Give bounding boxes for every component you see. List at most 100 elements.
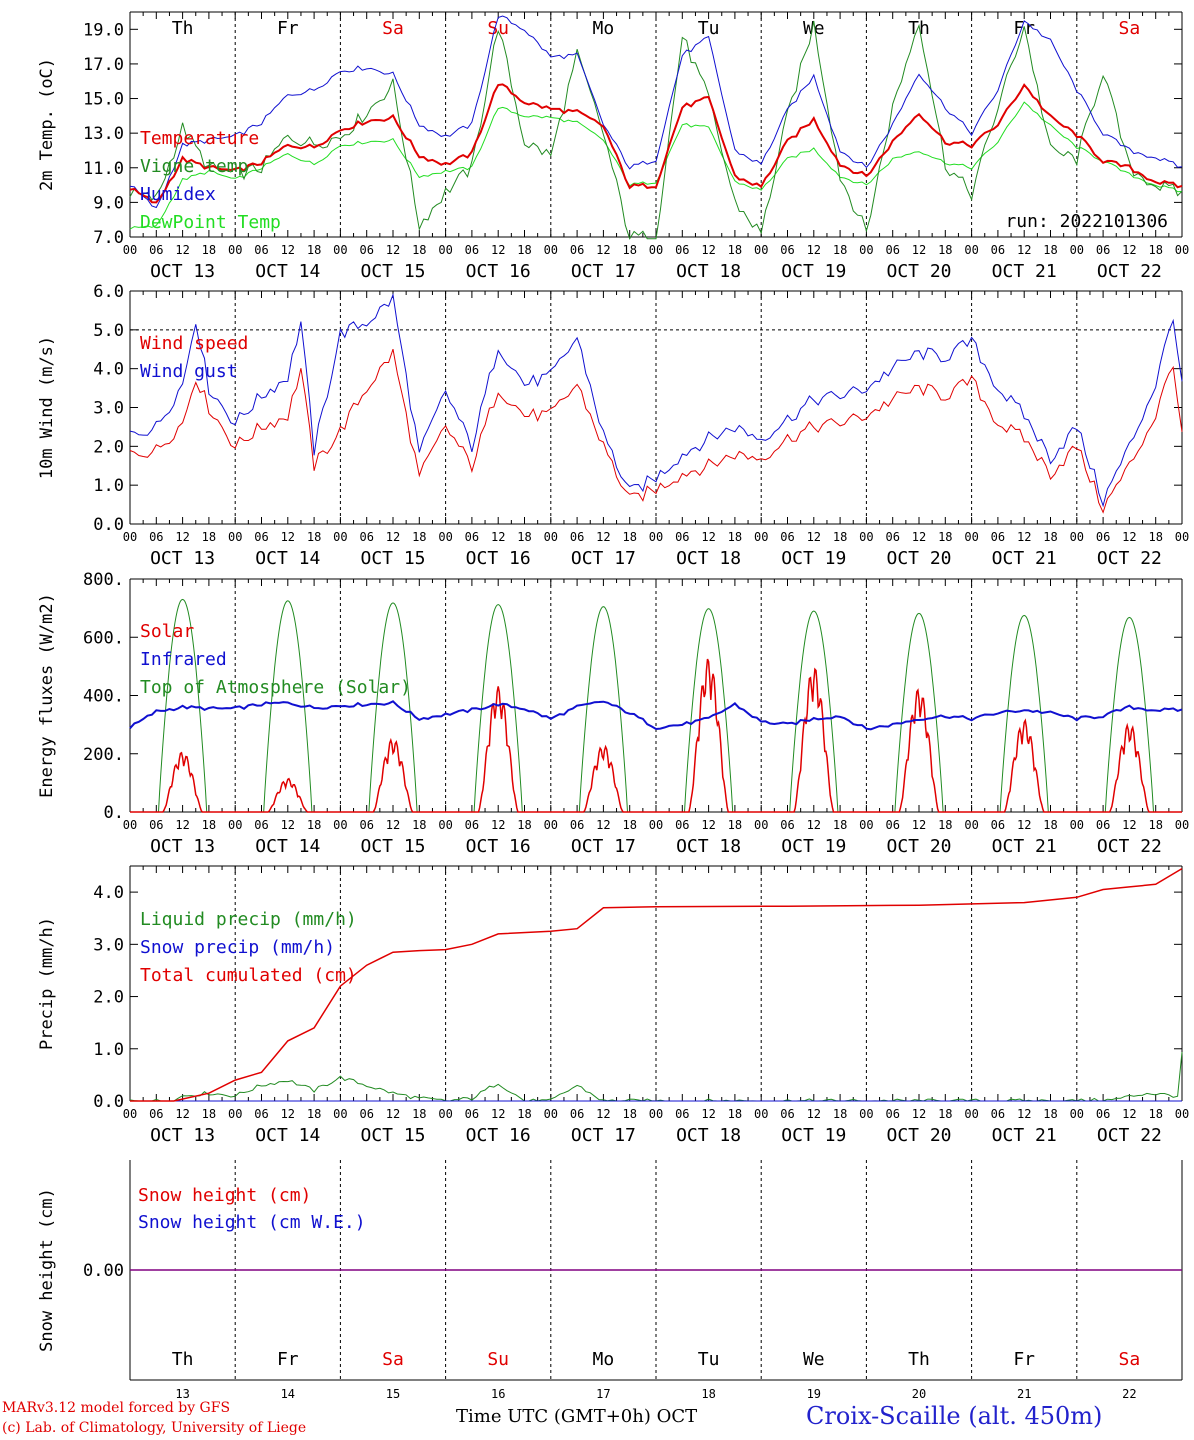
y-tick-label: 17.0 xyxy=(83,55,124,75)
hour-tick-label: 18 xyxy=(412,818,426,832)
hour-tick-label: 06 xyxy=(991,1107,1005,1121)
hour-tick-label: 12 xyxy=(175,530,189,544)
hour-tick-label: 00 xyxy=(649,818,663,832)
hour-tick-label: 06 xyxy=(885,530,899,544)
wind-series-1-line xyxy=(129,292,1183,508)
date-tick-label: OCT 15 xyxy=(360,1125,425,1146)
legend-entry: Top of Atmosphere (Solar) xyxy=(140,677,411,698)
date-tick-label: OCT 15 xyxy=(360,548,425,569)
hour-tick-label: 12 xyxy=(281,530,295,544)
hour-tick-label: 18 xyxy=(833,1107,847,1121)
y-axis-label: 10m Wind (m/s) xyxy=(37,336,57,479)
hour-tick-label: 12 xyxy=(175,1107,189,1121)
wind-series-0-line xyxy=(129,348,1183,514)
date-tick-label: OCT 18 xyxy=(676,261,741,282)
weekday-label: Sa xyxy=(382,1349,404,1370)
hour-tick-label: 18 xyxy=(307,530,321,544)
hour-tick-label: 18 xyxy=(412,243,426,257)
y-tick-label: 13.0 xyxy=(83,124,124,144)
hour-tick-label: 00 xyxy=(649,1107,663,1121)
hour-tick-label: 00 xyxy=(228,818,242,832)
legend-entry: Infrared xyxy=(140,649,227,670)
hour-tick-label: 00 xyxy=(228,1107,242,1121)
legend-entry: Solar xyxy=(140,621,194,642)
y-axis-label: Snow height (cm) xyxy=(37,1188,57,1352)
hour-tick-label: 06 xyxy=(359,243,373,257)
legend-entry: Liquid precip (mm/h) xyxy=(140,909,357,930)
hour-tick-label: 00 xyxy=(123,818,137,832)
legend-entry: Humidex xyxy=(140,184,216,205)
hour-tick-label: 00 xyxy=(438,818,452,832)
hour-tick-label: 00 xyxy=(754,530,768,544)
weekday-label: Tu xyxy=(698,1349,720,1370)
day-number-label: 22 xyxy=(1122,1387,1136,1401)
hour-tick-label: 00 xyxy=(123,243,137,257)
day-number-label: 17 xyxy=(596,1387,610,1401)
hour-tick-label: 12 xyxy=(491,243,505,257)
hour-tick-label: 06 xyxy=(570,818,584,832)
date-tick-label: OCT 22 xyxy=(1097,836,1162,857)
weekday-label: We xyxy=(803,18,825,39)
hour-tick-label: 00 xyxy=(544,243,558,257)
weekday-label: Mo xyxy=(593,1349,615,1370)
hour-tick-label: 18 xyxy=(728,530,742,544)
hour-tick-label: 00 xyxy=(859,530,873,544)
hour-tick-label: 12 xyxy=(175,243,189,257)
hour-tick-label: 06 xyxy=(991,818,1005,832)
date-tick-label: OCT 14 xyxy=(255,836,320,857)
y-tick-label: 2.0 xyxy=(93,437,124,457)
hour-tick-label: 18 xyxy=(307,243,321,257)
hour-tick-label: 00 xyxy=(333,530,347,544)
hour-tick-label: 00 xyxy=(859,1107,873,1121)
copyright-credit: (c) Lab. of Climatology, University of L… xyxy=(2,1420,307,1436)
date-tick-label: OCT 16 xyxy=(466,836,531,857)
date-tick-label: OCT 22 xyxy=(1097,548,1162,569)
hour-tick-label: 00 xyxy=(544,1107,558,1121)
hour-tick-label: 00 xyxy=(333,1107,347,1121)
hour-tick-label: 12 xyxy=(386,530,400,544)
hour-tick-label: 18 xyxy=(1148,1107,1162,1121)
date-tick-label: OCT 16 xyxy=(466,1125,531,1146)
weekday-label: Fr xyxy=(277,18,299,39)
hour-tick-label: 06 xyxy=(675,1107,689,1121)
day-number-label: 15 xyxy=(386,1387,400,1401)
date-tick-label: OCT 19 xyxy=(781,1125,846,1146)
y-tick-label: 4.0 xyxy=(93,360,124,380)
hour-tick-label: 18 xyxy=(938,243,952,257)
legend-entry: Wind gust xyxy=(140,361,238,382)
hour-tick-label: 00 xyxy=(1175,818,1189,832)
hour-tick-label: 00 xyxy=(964,818,978,832)
weekday-label: Su xyxy=(487,1349,509,1370)
date-tick-label: OCT 14 xyxy=(255,548,320,569)
y-tick-label: 2.0 xyxy=(93,988,124,1008)
hour-tick-label: 00 xyxy=(754,1107,768,1121)
series-2-line xyxy=(129,15,1183,209)
hour-tick-label: 00 xyxy=(649,530,663,544)
solar-line xyxy=(130,658,1182,813)
y-tick-label: 15.0 xyxy=(83,90,124,110)
hour-tick-label: 18 xyxy=(938,530,952,544)
date-tick-label: OCT 13 xyxy=(150,261,215,282)
hour-tick-label: 18 xyxy=(1043,243,1057,257)
hour-tick-label: 00 xyxy=(754,243,768,257)
date-tick-label: OCT 19 xyxy=(781,836,846,857)
hour-tick-label: 12 xyxy=(807,243,821,257)
hour-tick-label: 00 xyxy=(1070,530,1084,544)
weekday-label: Th xyxy=(908,1349,930,1370)
hour-tick-label: 00 xyxy=(1070,1107,1084,1121)
hour-tick-label: 06 xyxy=(675,243,689,257)
hour-tick-label: 12 xyxy=(281,818,295,832)
model-credit: MARv3.12 model forced by GFS xyxy=(2,1400,231,1416)
date-tick-label: OCT 19 xyxy=(781,548,846,569)
y-tick-label: 800. xyxy=(83,570,124,590)
hour-tick-label: 18 xyxy=(307,1107,321,1121)
day-number-label: 19 xyxy=(807,1387,821,1401)
hour-tick-label: 18 xyxy=(728,243,742,257)
hour-tick-label: 12 xyxy=(1017,530,1031,544)
date-tick-label: OCT 14 xyxy=(255,261,320,282)
series-3-line xyxy=(129,101,1183,230)
y-tick-label: 5.0 xyxy=(93,321,124,341)
hour-tick-label: 18 xyxy=(833,818,847,832)
hour-tick-label: 12 xyxy=(596,530,610,544)
hour-tick-label: 12 xyxy=(1017,1107,1031,1121)
